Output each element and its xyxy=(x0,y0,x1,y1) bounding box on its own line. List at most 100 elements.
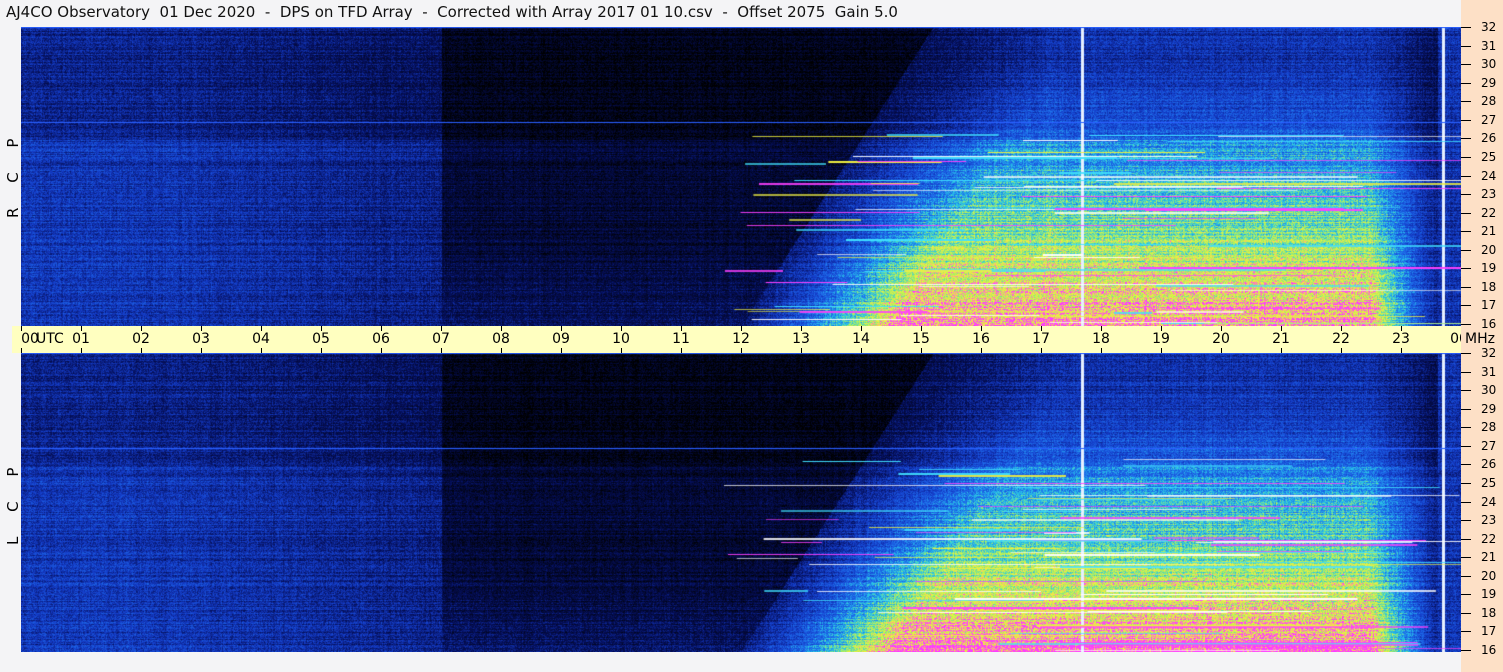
time-tick xyxy=(441,326,442,331)
freq-tick xyxy=(1461,390,1471,392)
rcp-heatmap xyxy=(21,27,1461,326)
time-tick-label: 04 xyxy=(252,331,270,347)
freq-tick-label: 30 xyxy=(1481,57,1497,72)
freq-tick xyxy=(1461,249,1471,251)
freq-tick xyxy=(1461,501,1471,503)
time-tick xyxy=(801,348,802,353)
freq-tick-label: 32 xyxy=(1481,346,1497,360)
freq-tick xyxy=(1461,119,1471,121)
time-tick-label: 13 xyxy=(792,331,810,347)
utc-label: UTC xyxy=(36,331,64,347)
time-tick-label: 22 xyxy=(1332,331,1350,347)
freq-tick-label: 26 xyxy=(1481,457,1497,472)
time-tick xyxy=(1341,326,1342,331)
freq-tick xyxy=(1461,427,1471,429)
freq-tick xyxy=(1461,464,1471,466)
freq-tick-label: 31 xyxy=(1481,38,1497,53)
time-tick xyxy=(1281,326,1282,331)
freq-tick xyxy=(1461,445,1471,447)
freq-tick xyxy=(1461,353,1471,354)
time-tick-label: 21 xyxy=(1272,331,1290,347)
time-tick xyxy=(861,326,862,331)
lcp-spectrogram xyxy=(21,353,1461,652)
time-tick xyxy=(1101,326,1102,331)
time-tick xyxy=(921,348,922,353)
time-tick xyxy=(681,348,682,353)
freq-tick-label: 28 xyxy=(1481,420,1497,435)
freq-tick xyxy=(1461,194,1471,196)
time-tick xyxy=(261,326,262,331)
time-tick xyxy=(21,326,22,331)
freq-tick xyxy=(1461,45,1471,47)
freq-tick xyxy=(1461,101,1471,103)
time-tick-label: 01 xyxy=(72,331,90,347)
time-tick xyxy=(561,326,562,331)
freq-tick-label: 19 xyxy=(1481,587,1497,602)
freq-tick xyxy=(1461,482,1471,484)
freq-tick-label: 27 xyxy=(1481,112,1497,127)
time-tick-label: 06 xyxy=(372,331,390,347)
freq-tick xyxy=(1461,631,1471,633)
freq-tick-label: 26 xyxy=(1481,131,1497,146)
time-tick xyxy=(201,348,202,353)
time-tick-label: 12 xyxy=(732,331,750,347)
time-tick-label: 15 xyxy=(912,331,930,347)
time-tick xyxy=(141,326,142,331)
freq-tick-label: 16 xyxy=(1481,317,1497,331)
time-tick xyxy=(441,348,442,353)
time-tick-label: 05 xyxy=(312,331,330,347)
rcp-spectrogram xyxy=(21,27,1461,326)
freq-tick xyxy=(1461,612,1471,614)
time-tick-label: 23 xyxy=(1392,331,1410,347)
freq-tick-label: 30 xyxy=(1481,383,1497,398)
frequency-axis xyxy=(1461,0,1503,672)
freq-tick-label: 20 xyxy=(1481,568,1497,583)
freq-tick xyxy=(1461,231,1471,233)
freq-tick xyxy=(1461,538,1471,540)
freq-tick-label: 22 xyxy=(1481,205,1497,220)
time-tick-label: 18 xyxy=(1092,331,1110,347)
freq-tick xyxy=(1461,520,1471,522)
freq-tick xyxy=(1461,557,1471,559)
freq-tick xyxy=(1461,27,1471,28)
freq-tick-label: 17 xyxy=(1481,298,1497,313)
time-tick xyxy=(1221,348,1222,353)
time-tick xyxy=(21,348,22,353)
lcp-heatmap xyxy=(21,353,1461,652)
freq-tick-label: 16 xyxy=(1481,643,1497,657)
time-tick xyxy=(81,326,82,331)
time-tick xyxy=(681,326,682,331)
freq-tick xyxy=(1461,156,1471,158)
freq-tick-label: 23 xyxy=(1481,187,1497,202)
time-tick xyxy=(1161,348,1162,353)
freq-tick-label: 21 xyxy=(1481,224,1497,239)
time-tick xyxy=(741,348,742,353)
time-tick xyxy=(981,348,982,353)
freq-tick xyxy=(1461,268,1471,270)
freq-tick-label: 21 xyxy=(1481,550,1497,565)
freq-tick-label: 20 xyxy=(1481,242,1497,257)
freq-tick xyxy=(1461,371,1471,373)
time-tick xyxy=(141,348,142,353)
freq-tick xyxy=(1461,82,1471,84)
time-tick xyxy=(381,348,382,353)
time-tick-label: 00 xyxy=(21,331,39,347)
freq-tick xyxy=(1461,305,1471,307)
time-tick xyxy=(1341,348,1342,353)
freq-tick-label: 19 xyxy=(1481,261,1497,276)
freq-tick xyxy=(1461,64,1471,66)
freq-tick xyxy=(1461,594,1471,596)
time-tick xyxy=(1401,348,1402,353)
freq-tick-label: 25 xyxy=(1481,149,1497,164)
time-tick xyxy=(801,326,802,331)
time-tick xyxy=(621,348,622,353)
time-tick-label: 08 xyxy=(492,331,510,347)
freq-tick xyxy=(1461,138,1471,140)
freq-tick-label: 28 xyxy=(1481,94,1497,109)
freq-tick xyxy=(1461,650,1471,651)
time-tick-label: 19 xyxy=(1152,331,1170,347)
time-tick xyxy=(1161,326,1162,331)
time-tick-label: 03 xyxy=(192,331,210,347)
time-tick xyxy=(1041,348,1042,353)
freq-tick-label: 23 xyxy=(1481,513,1497,528)
